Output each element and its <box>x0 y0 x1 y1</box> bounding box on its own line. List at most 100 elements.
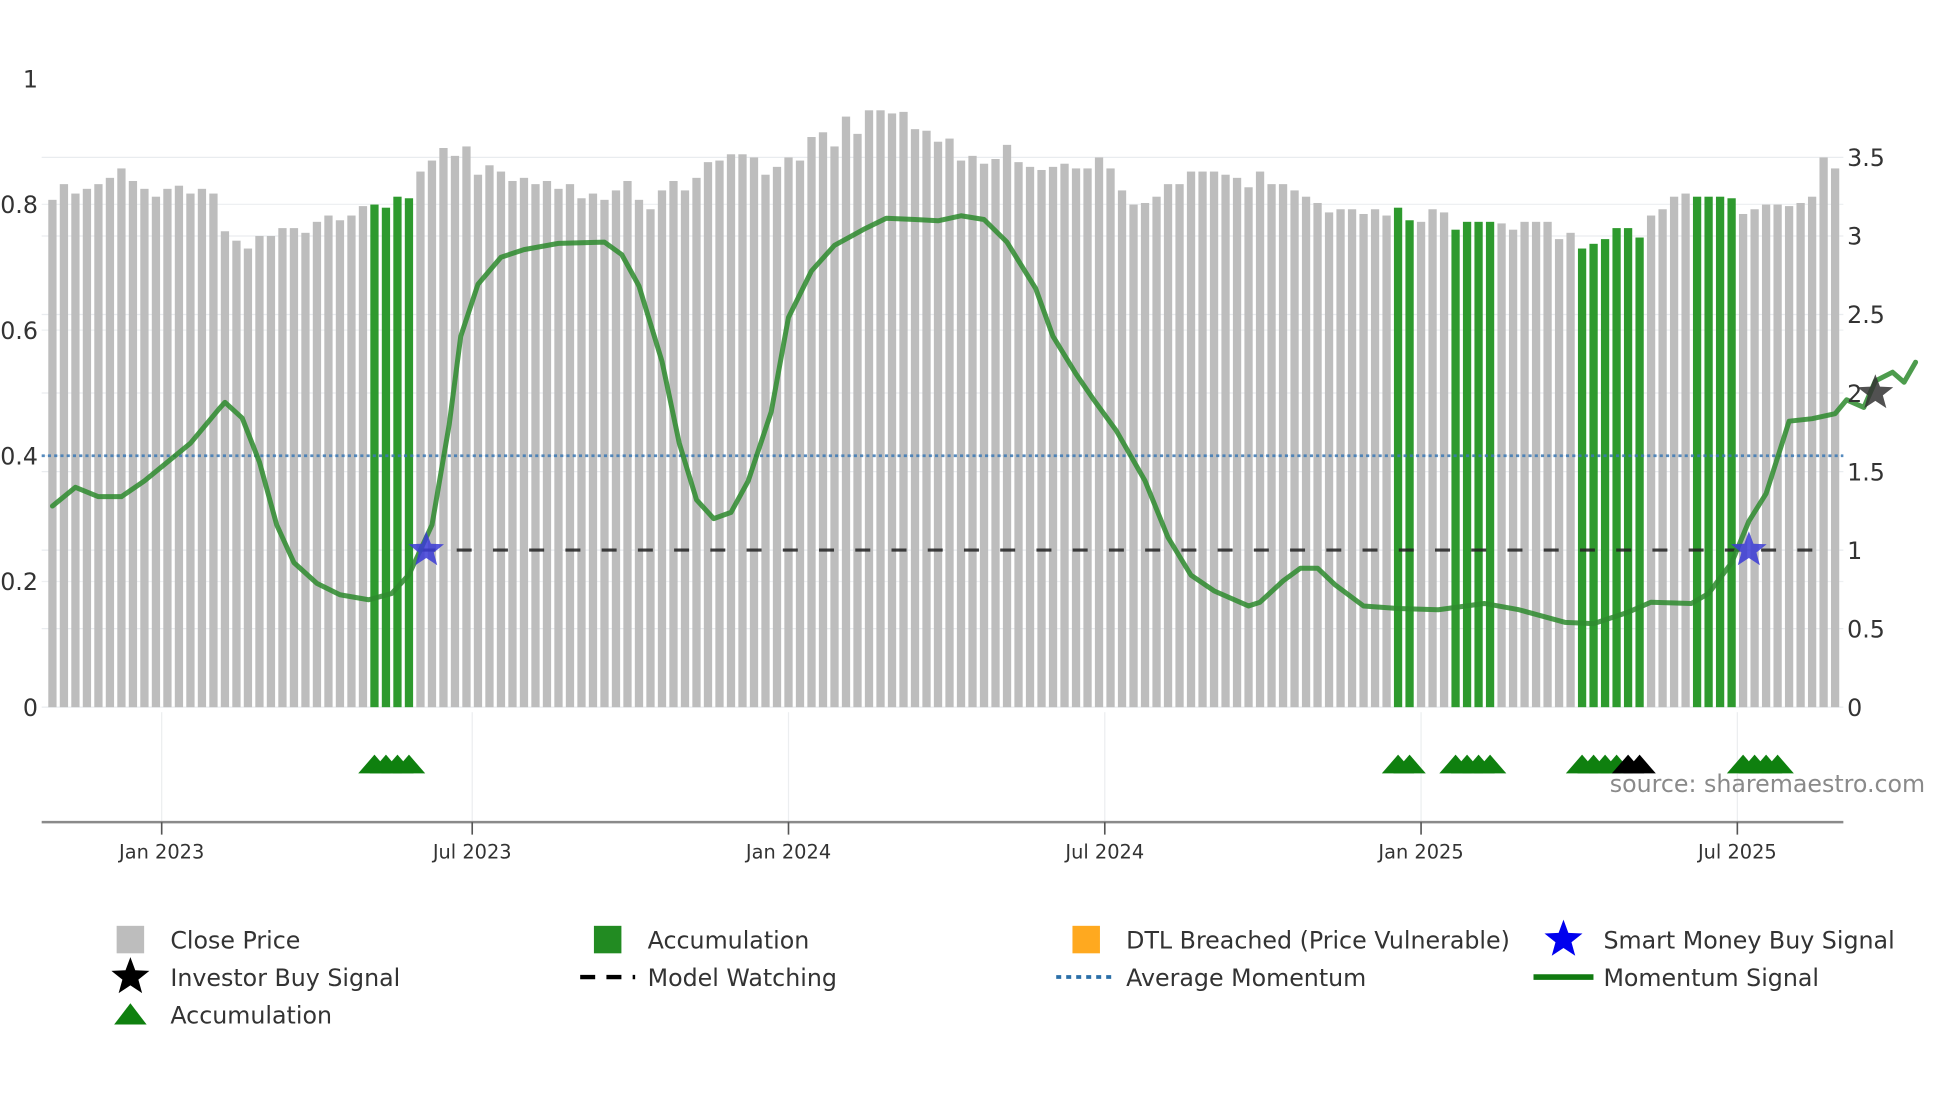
source-watermark: source: sharemaestro.com <box>1610 770 1925 798</box>
close-price-bar <box>163 188 172 708</box>
close-price-bar <box>1439 212 1449 708</box>
momentum-signal-line <box>49 213 1919 627</box>
close-price-bar <box>945 138 954 708</box>
close-price-bar <box>853 133 862 708</box>
legend-star-icon <box>1544 919 1583 956</box>
close-price-bar <box>876 110 885 708</box>
close-price-bar <box>1830 168 1840 708</box>
right-axis-tick-label: 1 <box>1847 537 1862 565</box>
close-price-bar <box>1520 221 1529 708</box>
close-price-bar <box>1738 213 1748 708</box>
close-price-bar <box>1669 196 1679 708</box>
right-axis-tick-label: 2.5 <box>1847 301 1885 329</box>
close-price-bar <box>1152 196 1161 708</box>
close-price-bar <box>623 180 632 708</box>
close-price-bar <box>243 248 253 708</box>
close-price-bar <box>646 209 655 708</box>
close-price-bar <box>71 193 80 708</box>
close-price-bar <box>1807 196 1817 708</box>
close-price-bar <box>1382 215 1391 708</box>
close-price-bar <box>1278 184 1288 708</box>
close-price-bar <box>266 235 276 708</box>
close-price-bar <box>1025 166 1035 708</box>
close-price-bar <box>956 160 966 708</box>
accumulation-bar <box>1692 196 1702 708</box>
close-price-bar <box>588 193 598 708</box>
close-price-bar <box>1060 163 1069 708</box>
close-price-bar <box>818 132 828 708</box>
close-price-bar <box>462 146 471 708</box>
close-price-bar <box>692 177 701 708</box>
accumulation-bar <box>1600 239 1610 708</box>
close-price-bar <box>899 111 908 708</box>
accumulation-triangle-icon <box>1623 754 1656 774</box>
close-price-bar <box>680 190 690 708</box>
legend-label: Accumulation <box>648 926 810 954</box>
accumulation-bar <box>381 207 391 708</box>
left-axis-tick-label: 1 <box>23 65 38 93</box>
close-price-bar <box>301 232 310 708</box>
close-price-bar <box>1324 212 1334 708</box>
close-price-bar <box>1531 221 1541 708</box>
accumulation-bar <box>1715 196 1725 708</box>
close-price-bar <box>1163 184 1173 708</box>
close-price-bar <box>910 129 920 708</box>
close-price-bar <box>1347 209 1357 708</box>
close-price-bar <box>726 154 736 708</box>
accumulation-signal-lane <box>358 754 1794 774</box>
accumulation-bar <box>1393 207 1403 708</box>
legend-item: Accumulation <box>114 1001 332 1029</box>
x-axis-tick-label: Jan 2025 <box>1377 840 1463 863</box>
close-price-bar <box>577 198 586 708</box>
legend-swatch-icon <box>116 925 145 954</box>
close-price-bar <box>439 148 448 708</box>
close-price-bar <box>1037 169 1046 708</box>
close-price-bar <box>1221 174 1230 708</box>
close-price-bar <box>1186 171 1196 708</box>
accumulation-bar <box>1727 198 1736 708</box>
close-price-bar <box>703 162 713 708</box>
smart-money-star-icon <box>1731 531 1767 566</box>
legend-item: Close Price <box>116 925 300 954</box>
close-price-bar <box>887 113 897 708</box>
close-price-bar <box>634 199 644 708</box>
close-price-bar <box>220 231 230 708</box>
close-price-bars <box>48 110 1840 708</box>
legend-label: Close Price <box>170 926 300 954</box>
close-price-bar <box>1048 166 1058 708</box>
close-price-bar <box>933 141 943 708</box>
axes: 0 0.2 0.4 0.6 0.8 1 0 0.5 1 1.5 2 2.5 3 3.5 Jan 2023 Ju… <box>0 65 1885 863</box>
close-price-bar <box>1819 157 1828 708</box>
close-price-bar <box>312 221 322 708</box>
momentum-signal-path <box>49 213 1919 627</box>
accumulation-bar <box>1462 221 1472 708</box>
close-price-bar <box>1244 187 1253 708</box>
legend-item: Momentum Signal <box>1533 964 1819 992</box>
close-price-bar <box>59 184 69 708</box>
left-axis-tick-label: 0.4 <box>0 443 38 471</box>
close-price-bar <box>715 160 724 708</box>
close-price-bar <box>991 158 1000 708</box>
signal-markers <box>408 374 1894 566</box>
x-axis-tick-label: Jan 2023 <box>118 840 204 863</box>
close-price-bar <box>416 171 425 708</box>
close-price-bar <box>807 137 816 708</box>
legend-triangle-icon <box>114 1003 147 1025</box>
close-price-bar <box>1198 171 1207 708</box>
close-price-bar <box>600 199 609 708</box>
close-price-bar <box>519 177 529 708</box>
right-axis-tick-label: 0 <box>1847 694 1862 722</box>
close-price-bar <box>1083 168 1092 708</box>
close-price-bar <box>1140 202 1150 708</box>
close-price-bar <box>738 154 747 708</box>
close-price-bar <box>830 146 839 708</box>
smart-money-star-icon <box>408 531 444 566</box>
legend-label: Smart Money Buy Signal <box>1603 926 1894 954</box>
close-price-bar <box>1416 221 1426 708</box>
close-price-bar <box>496 171 506 708</box>
close-price-bar <box>82 188 92 708</box>
close-price-bar <box>542 180 552 708</box>
close-price-bar <box>174 185 184 708</box>
close-price-bar <box>1071 168 1081 708</box>
